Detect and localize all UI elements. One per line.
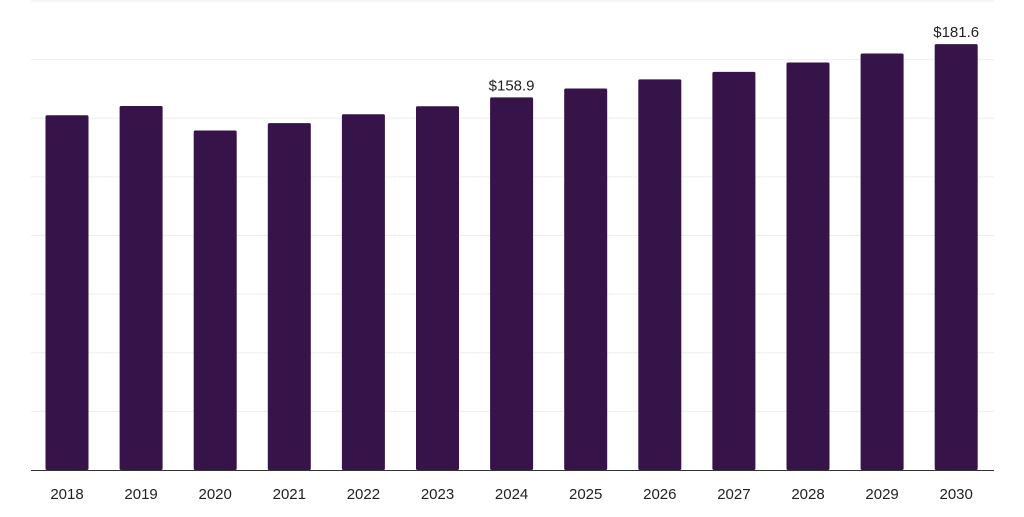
bar-2026[interactable] — [638, 79, 682, 470]
x-tick-label-2027: 2027 — [717, 486, 750, 503]
x-tick-label-2025: 2025 — [569, 486, 602, 503]
bar-2019[interactable] — [119, 106, 163, 470]
x-tick-label-2019: 2019 — [124, 486, 157, 503]
bar-2018[interactable] — [45, 115, 89, 470]
x-tick-labels: 2018 2019 2020 2021 2022 2023 2024 2025 2026 2027… — [50, 486, 973, 503]
x-tick-label-2021: 2021 — [273, 486, 306, 503]
x-tick-label-2029: 2029 — [865, 486, 898, 503]
bar-2021[interactable] — [267, 123, 311, 470]
bar-2020[interactable] — [193, 130, 237, 470]
bar-2022[interactable] — [341, 114, 385, 471]
x-tick-label-2028: 2028 — [791, 486, 824, 503]
bar-2024[interactable] — [490, 97, 534, 470]
data-label-2024: $158.9 — [489, 77, 535, 94]
data-labels: $158.9 $181.6 — [489, 24, 979, 94]
bar-2030[interactable] — [934, 44, 978, 470]
bar-2027[interactable] — [712, 71, 756, 470]
x-tick-label-2020: 2020 — [199, 486, 232, 503]
x-tick-label-2024: 2024 — [495, 486, 528, 503]
bar-2025[interactable] — [564, 88, 608, 470]
x-tick-label-2030: 2030 — [940, 486, 973, 503]
x-tick-label-2022: 2022 — [347, 486, 380, 503]
bars — [45, 44, 978, 471]
x-tick-label-2018: 2018 — [50, 486, 83, 503]
bar-2029[interactable] — [860, 53, 904, 470]
data-label-2030: $181.6 — [933, 24, 979, 41]
x-tick-label-2023: 2023 — [421, 486, 454, 503]
bar-2028[interactable] — [786, 62, 830, 471]
x-tick-label-2026: 2026 — [643, 486, 676, 503]
bar-2023[interactable] — [416, 106, 459, 470]
